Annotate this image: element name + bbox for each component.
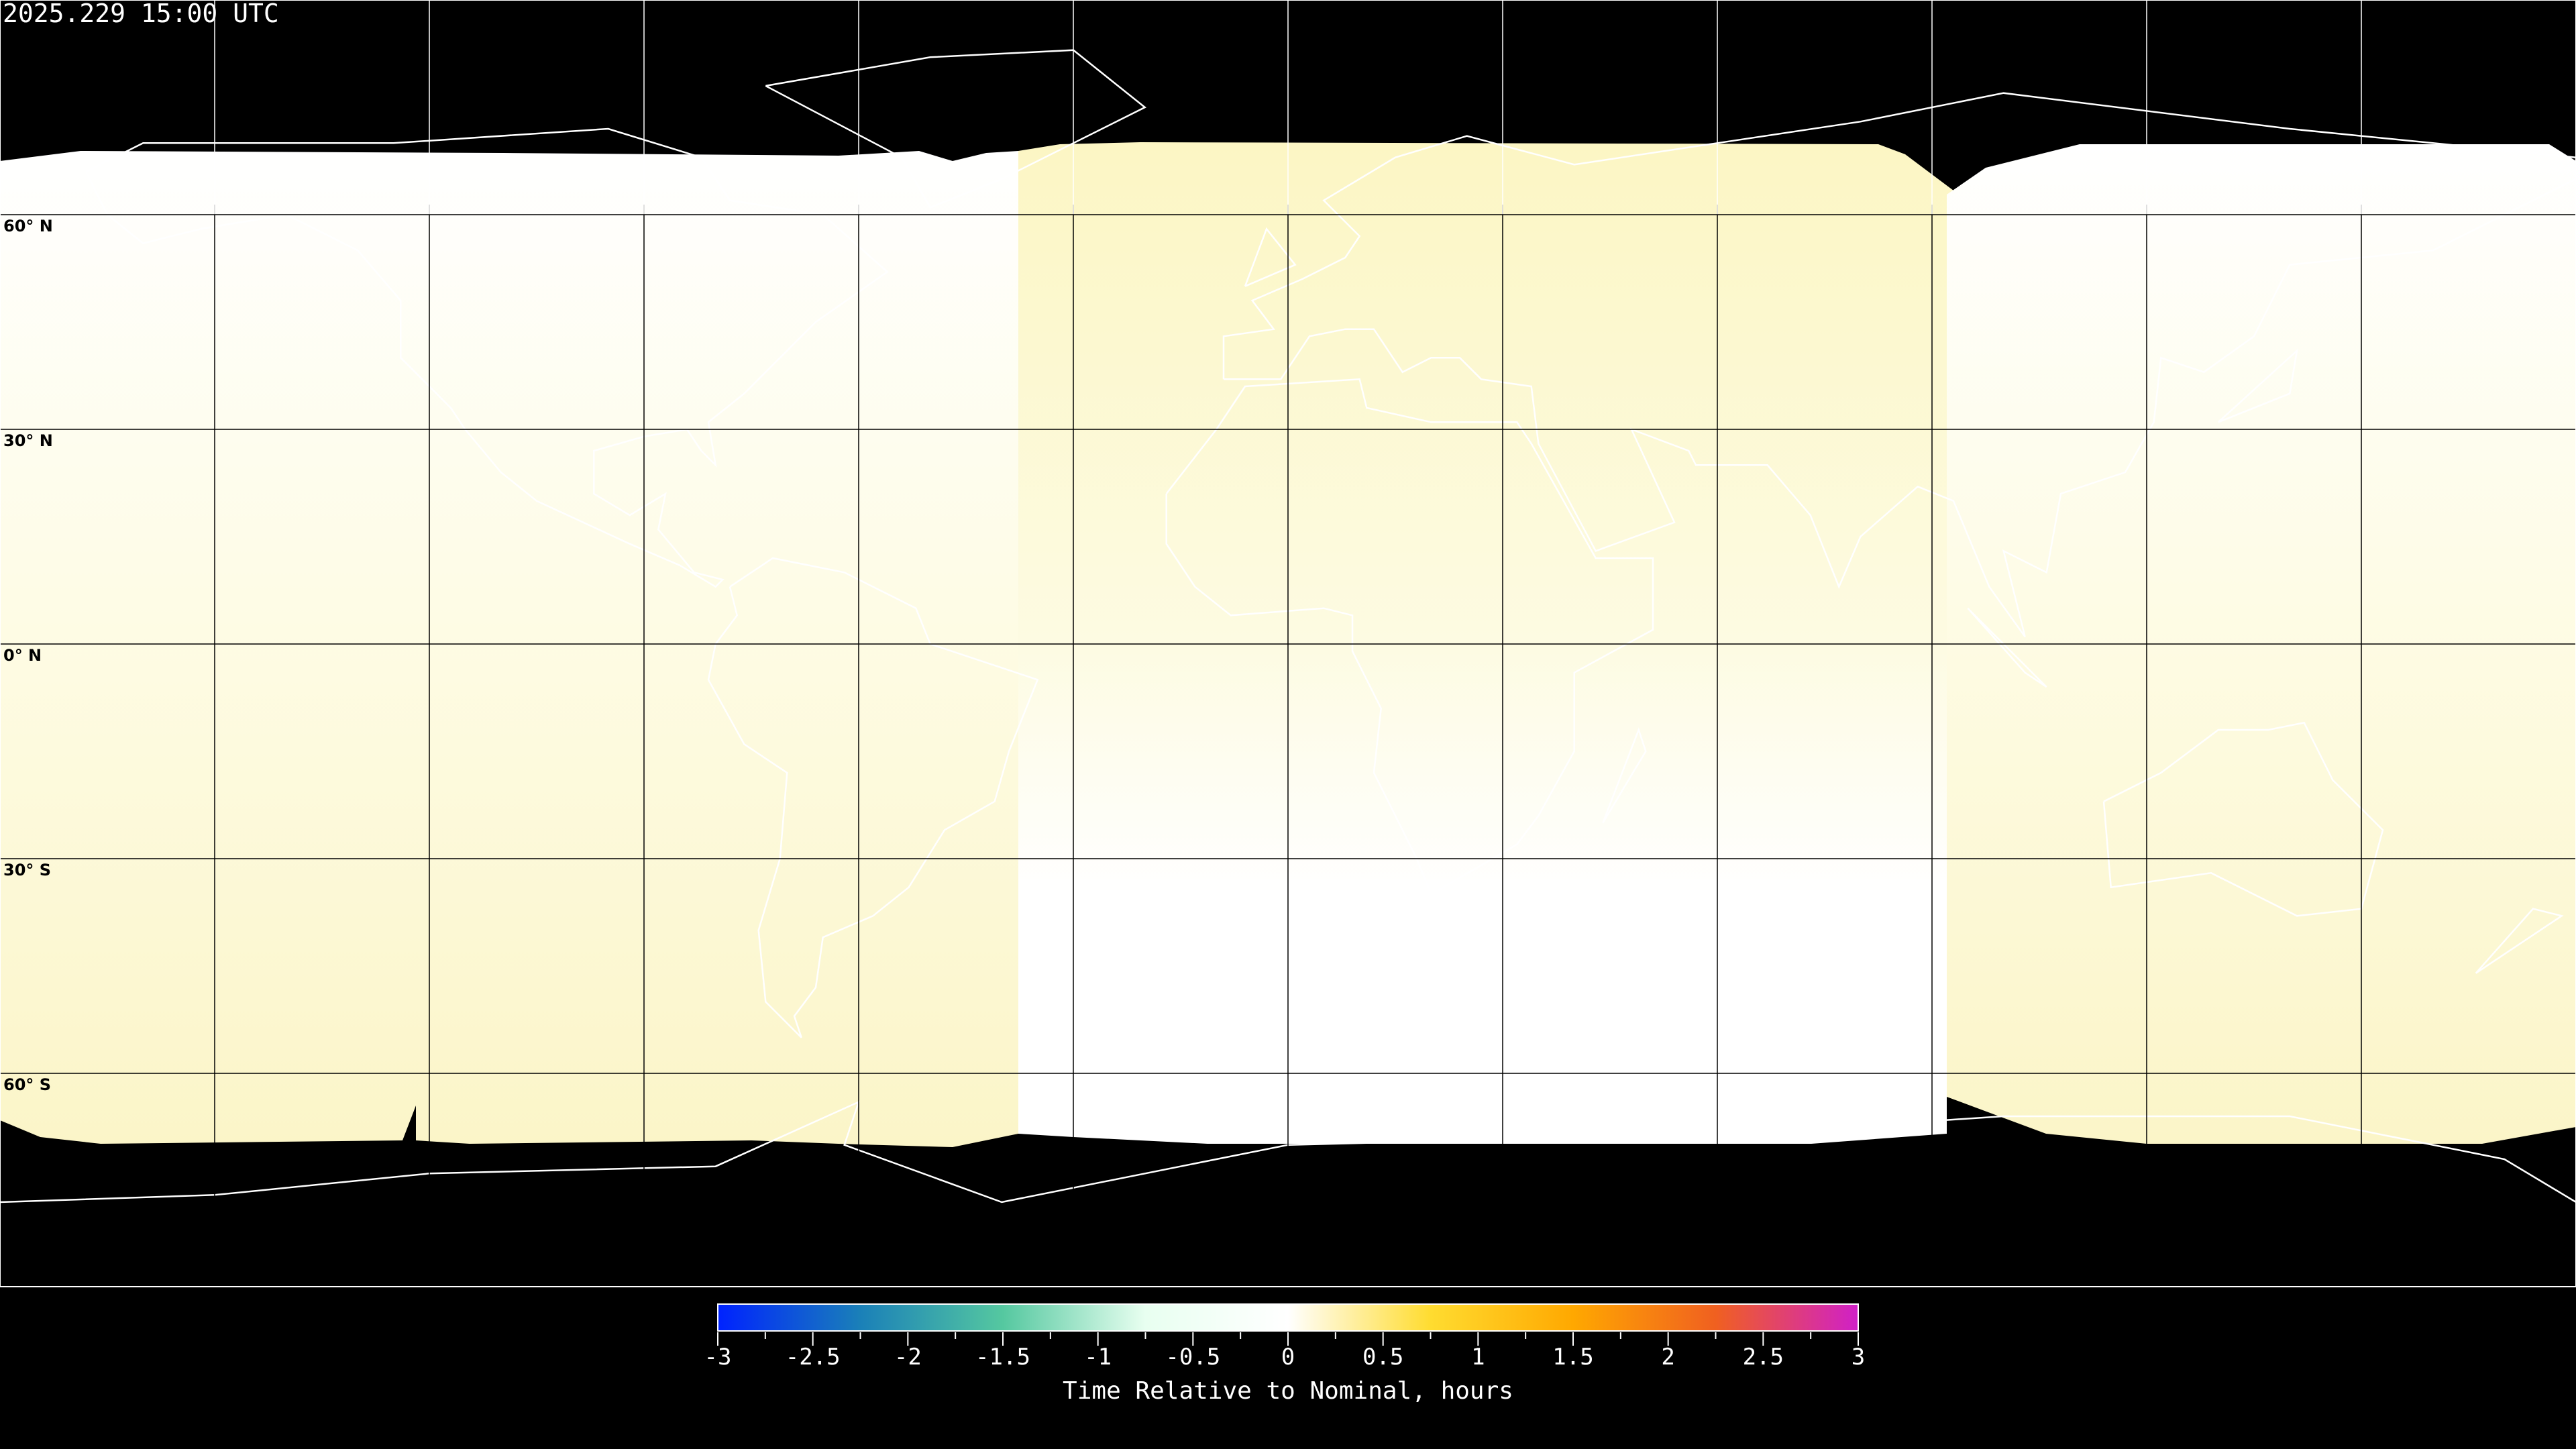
colorbar-tick-label: -2.5: [786, 1344, 841, 1371]
coverage-region: [1018, 142, 1959, 1144]
lat-label-0n: 0° N: [3, 646, 42, 665]
lat-label-30s: 30° S: [3, 861, 51, 879]
colorbar-tick-label: 2.5: [1743, 1344, 1784, 1371]
map-title: 2025.229 15:00 UTC: [3, 0, 279, 28]
lat-label-60n: 60° N: [3, 217, 53, 235]
coastline: [1244, 227, 1297, 287]
colorbar: [717, 1303, 1859, 1332]
colorbar-tick-label: 1.5: [1552, 1344, 1593, 1371]
lat-label-30n: 30° N: [3, 431, 53, 450]
colorbar-tick-label: -1: [1084, 1344, 1112, 1371]
coastline: [85, 127, 889, 588]
coastline: [2217, 348, 2298, 423]
colorbar-tick-label: -0.5: [1165, 1344, 1220, 1371]
colorbar-tick-label: -1.5: [975, 1344, 1030, 1371]
coastline: [1222, 92, 2576, 638]
colorbar-tick-label: 0: [1281, 1344, 1295, 1371]
coastline: [707, 557, 1039, 1038]
colorbar-tick-label: -2: [894, 1344, 922, 1371]
map-frame: [0, 0, 2576, 1287]
coastline: [1967, 607, 2047, 688]
coastline: [1602, 727, 1647, 824]
colorbar-tick-label: -3: [704, 1344, 732, 1371]
colorbar-tick-label: 0.5: [1362, 1344, 1403, 1371]
graticule: [214, 0, 2362, 215]
coastline: [1165, 378, 1654, 896]
coastline: [2475, 908, 2564, 974]
colorbar-tick-label: 1: [1471, 1344, 1485, 1371]
colorbar-tick-label: 2: [1661, 1344, 1674, 1371]
colorbar-ticks: -3 -2.5 -2 -1.5 -1 -0.5 0 0.5 1 1.5 2 2.5 3: [704, 1332, 1865, 1371]
coastline: [0, 1100, 2576, 1203]
colorbar-label: Time Relative to Nominal, hours: [1063, 1377, 1513, 1405]
coastline: [2102, 721, 2384, 917]
coverage-region: [0, 151, 1018, 1147]
lat-label-60s: 60° S: [3, 1075, 51, 1094]
colorbar-tick-label: 3: [1851, 1344, 1865, 1371]
